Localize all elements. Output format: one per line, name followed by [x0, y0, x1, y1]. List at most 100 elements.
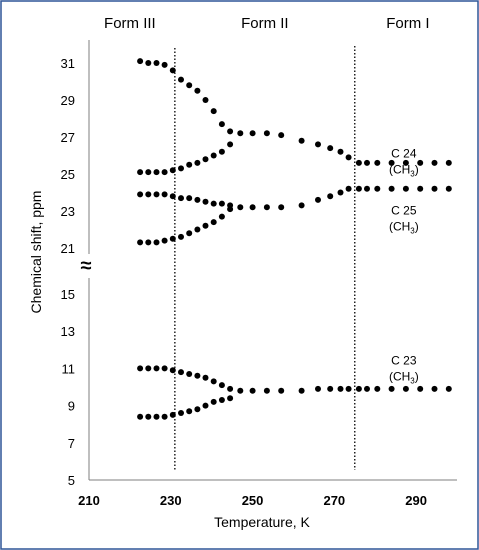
data-point: [227, 385, 234, 392]
data-point: [417, 385, 424, 392]
annotation-c-25: C 25 (CH3): [389, 204, 419, 236]
data-point: [237, 130, 244, 137]
data-point: [364, 159, 370, 166]
data-point: [186, 230, 193, 237]
data-point: [445, 185, 452, 192]
data-point: [227, 206, 234, 213]
data-point: [315, 385, 321, 392]
data-point: [178, 76, 184, 83]
data-point: [355, 159, 362, 166]
x-axis-title: Temperature, K: [214, 514, 310, 530]
data-point: [374, 159, 381, 166]
data-point: [169, 193, 176, 200]
data-point: [210, 152, 217, 159]
data-point: [298, 387, 305, 394]
data-point: [278, 132, 285, 139]
data-point: [137, 191, 144, 198]
data-point: [153, 191, 160, 198]
data-point: [137, 365, 144, 372]
data-point: [402, 385, 409, 392]
axis-break-symbol: ≈: [81, 255, 92, 277]
data-point: [194, 372, 201, 379]
data-point: [210, 378, 217, 385]
series-c-24-lower-branch: [137, 141, 234, 176]
annotation-label: C 24: [391, 146, 417, 160]
data-point: [388, 159, 395, 166]
y-tick-label: 25: [61, 167, 75, 182]
data-point: [178, 165, 184, 172]
data-point: [194, 196, 201, 203]
data-point: [161, 169, 168, 176]
data-point: [227, 128, 234, 135]
data-point: [402, 159, 409, 166]
data-point: [218, 148, 225, 155]
x-tick-label: 230: [160, 493, 182, 508]
annotation-label: C 23: [391, 354, 417, 368]
data-point: [445, 159, 452, 166]
annotation-c-23: C 23 (CH3): [389, 354, 419, 386]
data-point: [263, 130, 270, 137]
x-axis: 210 230 250 270 290: [78, 479, 457, 508]
data-point: [227, 141, 234, 148]
data-point: [169, 167, 176, 174]
data-point: [169, 367, 176, 374]
y-tick-label: 9: [68, 399, 75, 414]
region-label-form-ii: Form II: [241, 15, 289, 32]
y-tick-label: 13: [61, 324, 75, 339]
y-tick-labels-upper: 21 23 25 27 29 31: [61, 56, 75, 256]
data-point: [169, 67, 176, 74]
data-point: [178, 195, 184, 202]
data-point: [169, 411, 176, 418]
data-point: [137, 239, 144, 246]
data-point: [137, 413, 144, 420]
data-point: [194, 226, 201, 233]
data-point: [237, 204, 244, 211]
series-c-23-lower-branch: [137, 385, 452, 420]
series-c-25-upper-branch: [137, 191, 285, 211]
data-point: [345, 385, 352, 392]
x-tick-label: 210: [78, 493, 100, 508]
annotation-group-label: (CH3): [389, 370, 419, 386]
data-point: [315, 196, 321, 203]
data-point: [161, 413, 168, 420]
data-point: [145, 60, 152, 66]
data-point: [388, 185, 395, 192]
data-point: [364, 185, 370, 192]
data-point: [218, 121, 225, 128]
data-point: [145, 413, 152, 420]
series-c-25-lower-branch: [137, 185, 452, 246]
peak-annotations: C 24 (CH3) C 25 (CH3) C 23 (CH3): [389, 146, 419, 385]
data-point: [153, 413, 160, 420]
data-point: [218, 213, 225, 220]
data-point: [227, 395, 234, 402]
annotation-group-label: (CH3): [389, 162, 419, 178]
data-point: [431, 385, 438, 392]
data-point: [327, 145, 334, 152]
data-point: [315, 141, 321, 148]
data-point: [194, 406, 201, 413]
x-tick-label: 270: [323, 493, 345, 508]
data-point: [137, 169, 144, 176]
data-point: [137, 58, 144, 65]
data-point: [218, 382, 225, 389]
data-point: [431, 185, 438, 192]
data-point: [178, 233, 184, 240]
data-point: [186, 161, 193, 168]
y-tick-labels-lower: 5 7 9 11 13 15: [61, 287, 75, 488]
data-point: [237, 387, 244, 394]
y-tick-label: 21: [61, 241, 75, 256]
data-point: [249, 130, 256, 137]
data-point: [249, 387, 256, 394]
y-tick-label: 11: [62, 361, 76, 376]
data-point: [145, 239, 152, 246]
y-axis: ≈ 21 23 25 27 29 31 5 7 9 11 13 15: [61, 40, 92, 488]
data-point: [298, 137, 305, 144]
data-point: [218, 397, 225, 403]
data-point: [388, 385, 395, 392]
data-point: [337, 385, 344, 392]
data-point: [161, 191, 168, 198]
y-tick-label: 5: [68, 473, 75, 488]
data-point: [374, 185, 381, 192]
